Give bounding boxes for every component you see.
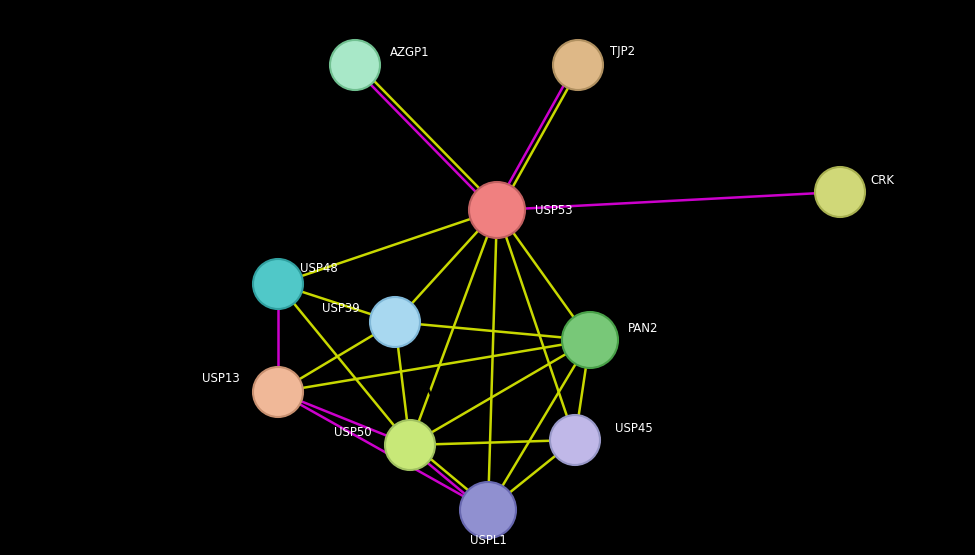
Text: PAN2: PAN2 xyxy=(628,321,658,335)
Text: CRK: CRK xyxy=(870,174,894,186)
Circle shape xyxy=(562,312,618,368)
Circle shape xyxy=(370,297,420,347)
Text: USPL1: USPL1 xyxy=(470,533,506,547)
Text: USP45: USP45 xyxy=(615,421,652,435)
Circle shape xyxy=(253,259,303,309)
Text: USP13: USP13 xyxy=(202,371,240,385)
Text: USP53: USP53 xyxy=(535,204,572,216)
Circle shape xyxy=(469,182,525,238)
Circle shape xyxy=(330,40,380,90)
Text: USP50: USP50 xyxy=(334,426,372,438)
Circle shape xyxy=(553,40,603,90)
Text: AZGP1: AZGP1 xyxy=(390,46,430,58)
Circle shape xyxy=(460,482,516,538)
Text: USP48: USP48 xyxy=(300,261,337,275)
Text: USP39: USP39 xyxy=(323,301,360,315)
Text: TJP2: TJP2 xyxy=(610,46,635,58)
Circle shape xyxy=(385,420,435,470)
Circle shape xyxy=(815,167,865,217)
Circle shape xyxy=(550,415,600,465)
Circle shape xyxy=(253,367,303,417)
